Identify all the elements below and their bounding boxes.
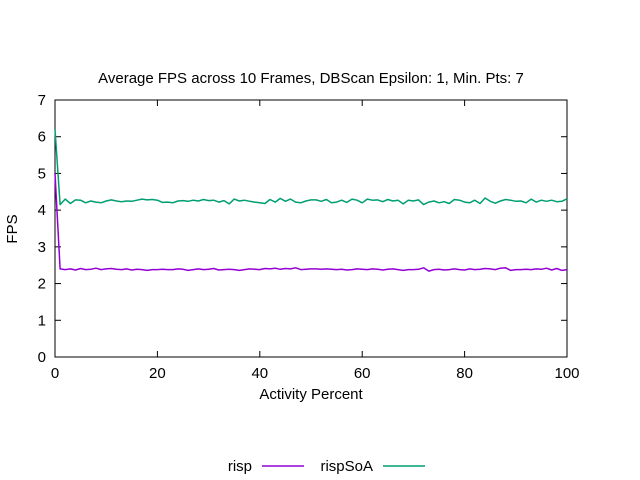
x-tick-label: 80 bbox=[456, 365, 473, 382]
x-tick-label: 20 bbox=[149, 365, 166, 382]
y-axis-label: FPS bbox=[4, 214, 21, 243]
legend-label-risp: risp bbox=[228, 458, 252, 475]
series-line-rispSoA bbox=[54, 129, 568, 206]
legend: risp rispSoA bbox=[228, 458, 425, 475]
y-tick-label: 2 bbox=[38, 276, 46, 293]
plot-frame bbox=[54, 99, 568, 358]
legend-label-rispSoA: rispSoA bbox=[320, 458, 373, 475]
x-tick-label: 100 bbox=[554, 365, 579, 382]
y-tick-label: 1 bbox=[38, 312, 46, 329]
y-tick-label: 7 bbox=[38, 92, 46, 109]
x-tick-label: 60 bbox=[354, 365, 371, 382]
x-tick-label: 40 bbox=[251, 365, 268, 382]
chart-title: Average FPS across 10 Frames, DBScan Eps… bbox=[98, 70, 524, 87]
x-tick-label: 0 bbox=[51, 365, 59, 382]
y-tick-label: 6 bbox=[38, 129, 46, 146]
plot-area: 0 1 2 3 4 5 6 7 0 20 40 60 80 100 bbox=[38, 92, 580, 382]
series-line-risp bbox=[54, 173, 568, 272]
y-tick-label: 4 bbox=[38, 202, 46, 219]
y-tick-label: 3 bbox=[38, 239, 46, 256]
y-tick-label: 0 bbox=[38, 349, 46, 366]
x-axis-label: Activity Percent bbox=[259, 386, 363, 403]
y-tick-label: 5 bbox=[38, 165, 46, 182]
